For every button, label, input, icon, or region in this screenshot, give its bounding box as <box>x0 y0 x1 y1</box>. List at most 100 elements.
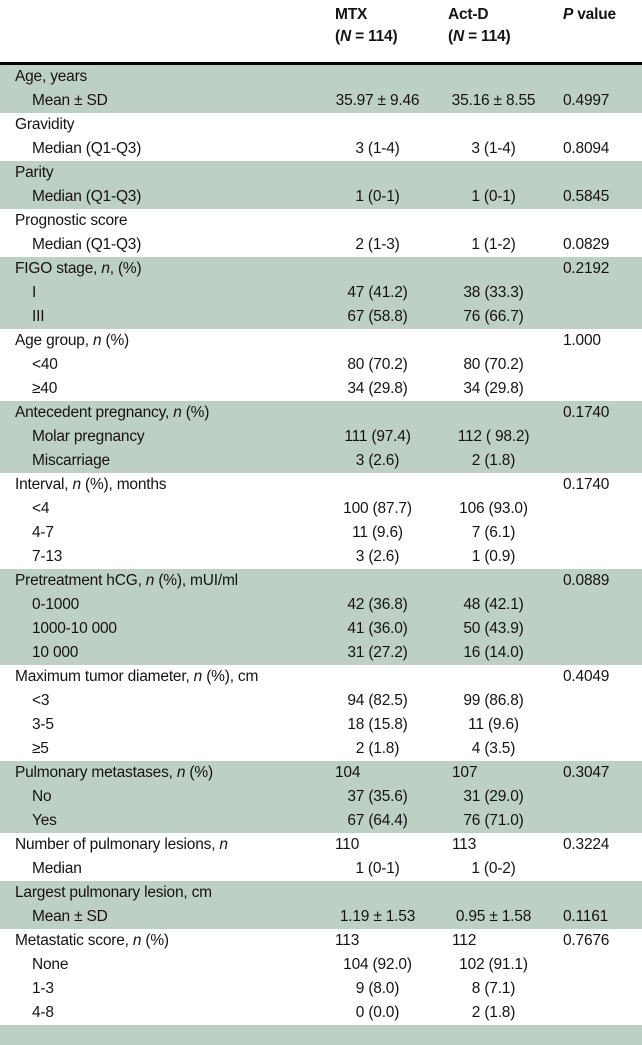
table-row: III 67 (58.8) 76 (66.7) <box>0 305 642 329</box>
mtx-value: 1.19 ± 1.53 <box>339 908 416 925</box>
mtx-value: 111 (97.4) <box>344 428 411 445</box>
mtx-value <box>328 257 445 281</box>
table-section: Gravidity Median (Q1-Q3) 3 (1-4) 3 (1-4)… <box>0 113 642 161</box>
p-value <box>560 449 642 473</box>
mtx-value <box>328 665 445 689</box>
mtx-value: 18 (15.8) <box>347 716 408 733</box>
row-label: Antecedent pregnancy, n (%) <box>15 404 210 421</box>
actd-value: 38 (33.3) <box>463 284 524 301</box>
table-row: 0-1000 42 (36.8) 48 (42.1) <box>0 593 642 617</box>
table-row: 10 000 31 (27.2) 16 (14.0) <box>0 641 642 665</box>
row-label: FIGO stage, n, (%) <box>15 260 142 277</box>
mtx-value: 67 (58.8) <box>347 308 408 325</box>
table-section: Largest pulmonary lesion, cm Mean ± SD 1… <box>0 881 642 929</box>
actd-value <box>445 113 560 137</box>
p-value <box>560 1001 642 1025</box>
p-value: 0.1740 <box>563 404 610 421</box>
actd-value: 4 (3.5) <box>471 740 516 757</box>
p-value <box>560 209 642 233</box>
p-value: 0.3047 <box>563 764 610 781</box>
table-section: Antecedent pregnancy, n (%) 0.1740 Molar… <box>0 401 642 473</box>
mtx-value: 42 (36.8) <box>347 596 408 613</box>
row-label: <3 <box>32 692 50 709</box>
mtx-value: 3 (1-4) <box>355 140 400 157</box>
table-row: 1-3 9 (8.0) 8 (7.1) <box>0 977 642 1001</box>
p-value <box>560 377 642 401</box>
actd-value: 0.95 ± 1.58 <box>455 908 532 925</box>
p-value: 0.5845 <box>563 188 610 205</box>
actd-value <box>445 569 560 593</box>
mtx-value: 2 (1.8) <box>355 740 400 757</box>
row-label: <40 <box>32 356 58 373</box>
p-value <box>560 593 642 617</box>
row-label: Metastatic score, n (%) <box>15 932 169 949</box>
mtx-value: 94 (82.5) <box>347 692 408 709</box>
table-section: Interval, n (%), months 0.1740 <4 100 (8… <box>0 473 642 569</box>
table-row: 7-13 3 (2.6) 1 (0.9) <box>0 545 642 569</box>
row-label: 4-8 <box>32 1004 54 1021</box>
p-value: 0.3224 <box>563 836 610 853</box>
row-label: No <box>32 788 52 805</box>
actd-value: 80 (70.2) <box>463 356 524 373</box>
mtx-value <box>328 329 445 353</box>
actd-value: 34 (29.8) <box>463 380 524 397</box>
mtx-column-n: (N = 114) <box>335 27 398 45</box>
p-value <box>560 617 642 641</box>
table-row: 4-8 0 (0.0) 2 (1.8) <box>0 1001 642 1025</box>
p-value: 0.4049 <box>563 668 610 685</box>
mtx-value: 35.97 ± 9.46 <box>335 92 420 109</box>
actd-value: 50 (43.9) <box>463 620 524 637</box>
actd-value: 112 <box>452 932 477 949</box>
actd-value: 35.16 ± 8.55 <box>451 92 536 109</box>
actd-value <box>445 257 560 281</box>
actd-value: 102 (91.1) <box>459 956 528 973</box>
row-label: 10 000 <box>32 644 79 661</box>
row-label: Age group, n (%) <box>15 332 129 349</box>
actd-value: 107 <box>452 764 478 781</box>
actd-value: 1 (1-2) <box>471 236 516 253</box>
p-value: 0.8094 <box>563 140 610 157</box>
actd-value: 1 (0.9) <box>471 548 516 565</box>
p-value: 1.000 <box>563 332 601 349</box>
p-value <box>560 953 642 977</box>
table-row: Yes 67 (64.4) 76 (71.0) <box>0 809 642 833</box>
actd-value <box>445 329 560 353</box>
p-value <box>560 281 642 305</box>
table-row: Metastatic score, n (%) 113 112 0.7676 <box>0 929 642 953</box>
p-value <box>560 713 642 737</box>
table-row: Maximum tumor diameter, n (%), cm 0.4049 <box>0 665 642 689</box>
actd-value <box>445 401 560 425</box>
actd-value <box>445 161 560 185</box>
p-value <box>560 737 642 761</box>
row-label: <4 <box>32 500 50 517</box>
p-value: 0.1161 <box>563 908 609 925</box>
mtx-value: 80 (70.2) <box>347 356 408 373</box>
table-row: Number of pulmonary lesions, n 110 113 0… <box>0 833 642 857</box>
table-row: ≥5 2 (1.8) 4 (3.5) <box>0 737 642 761</box>
row-label: Molar pregnancy <box>32 428 145 445</box>
p-value <box>560 641 642 665</box>
table-section: Age, years Mean ± SD 35.97 ± 9.46 35.16 … <box>0 65 642 113</box>
row-label: Maximum tumor diameter, n (%), cm <box>15 668 259 685</box>
row-label: Mean ± SD <box>32 908 108 925</box>
table-section: Pretreatment hCG, n (%), mUI/ml 0.0889 0… <box>0 569 642 665</box>
row-label: ≥40 <box>32 380 58 397</box>
mtx-value <box>328 161 445 185</box>
table-row: Parity <box>0 161 642 185</box>
header-cell-mtx: MTX (N = 114) <box>328 0 445 62</box>
mtx-value: 1 (0-1) <box>355 860 400 877</box>
table-row: Mean ± SD 35.97 ± 9.46 35.16 ± 8.55 0.49… <box>0 89 642 113</box>
table-section: Metastatic score, n (%) 113 112 0.7676 N… <box>0 929 642 1025</box>
table-section: FIGO stage, n, (%) 0.2192 I 47 (41.2) 38… <box>0 257 642 329</box>
p-value <box>560 881 642 905</box>
table-section <box>0 1025 642 1045</box>
mtx-value <box>328 569 445 593</box>
actd-value: 7 (6.1) <box>471 524 516 541</box>
mtx-value: 11 (9.6) <box>352 524 403 541</box>
row-label: ≥5 <box>32 740 49 757</box>
actd-value: 11 (9.6) <box>468 716 519 733</box>
p-value: 0.1740 <box>563 476 610 493</box>
table-row: Median 1 (0-1) 1 (0-2) <box>0 857 642 881</box>
mtx-value: 31 (27.2) <box>347 644 408 661</box>
table-row: Age group, n (%) 1.000 <box>0 329 642 353</box>
